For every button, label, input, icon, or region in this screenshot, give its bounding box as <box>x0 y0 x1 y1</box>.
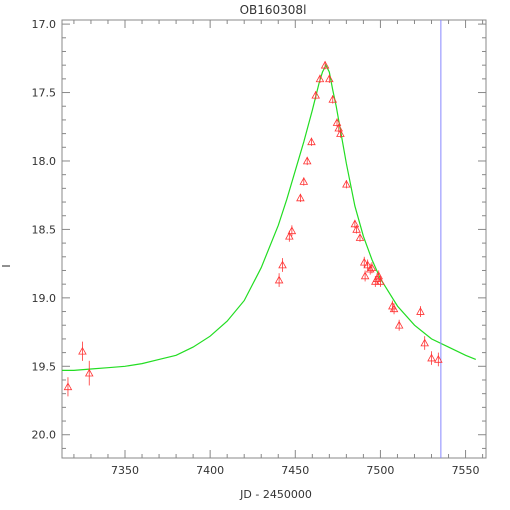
data-point <box>278 258 287 272</box>
data-point <box>320 60 330 70</box>
y-axis: 17.0 17.5 18.0 18.5 19.0 19.5 20.0 <box>32 18 486 449</box>
triangle-marker <box>278 260 287 269</box>
y-tick-label: 18.0 <box>32 155 57 168</box>
data-point <box>274 273 284 287</box>
triangle-marker <box>394 320 404 329</box>
data-point <box>360 270 370 282</box>
triangle-marker <box>355 233 365 241</box>
triangle-marker <box>78 346 87 355</box>
data-point <box>287 225 297 237</box>
model-curve-layer <box>62 63 477 371</box>
triangle-marker <box>296 193 305 202</box>
data-point <box>84 360 94 386</box>
x-tick-label: 7450 <box>281 464 309 477</box>
data-point <box>328 94 338 104</box>
triangle-marker <box>320 60 330 69</box>
data-point <box>296 193 305 203</box>
x-axis-title: JD - 2450000 <box>239 488 312 501</box>
data-point <box>315 74 325 83</box>
data-point <box>336 129 345 138</box>
data-point <box>420 336 429 350</box>
triangle-marker <box>420 338 429 347</box>
triangle-marker <box>302 156 312 165</box>
data-point <box>325 74 334 83</box>
data-point <box>299 177 309 186</box>
plot-frame <box>61 19 487 459</box>
data-point <box>78 341 87 361</box>
data-point <box>342 179 351 189</box>
triangle-marker <box>367 263 377 272</box>
triangle-marker <box>332 118 342 126</box>
data-point <box>307 137 316 146</box>
data-point <box>352 224 361 234</box>
triangle-marker <box>389 304 399 313</box>
triangle-marker <box>416 307 425 315</box>
triangle-marker <box>315 74 325 83</box>
x-tick-label: 7350 <box>111 464 139 477</box>
y-tick-label: 19.0 <box>32 292 57 305</box>
triangle-marker <box>336 129 345 137</box>
model-curve <box>62 63 477 371</box>
triangle-marker <box>299 177 309 185</box>
data-point <box>63 377 73 397</box>
triangle-marker <box>274 275 284 284</box>
y-tick-label: 20.0 <box>32 429 57 442</box>
y-tick-label: 17.5 <box>32 87 57 100</box>
triangle-marker <box>307 137 316 146</box>
triangle-marker <box>342 179 351 188</box>
data-point <box>394 319 404 331</box>
data-point <box>427 351 436 365</box>
x-tick-label: 7500 <box>366 464 394 477</box>
triangle-marker <box>350 219 360 228</box>
data-point <box>416 306 425 318</box>
triangle-marker <box>285 231 294 240</box>
triangle-marker <box>434 355 443 363</box>
data-point <box>350 219 360 229</box>
data-point <box>363 259 372 271</box>
data-points-layer <box>63 60 443 397</box>
triangle-marker <box>311 90 320 99</box>
triangle-marker <box>363 260 372 269</box>
data-point <box>359 256 369 268</box>
triangle-marker <box>352 224 361 233</box>
plot-area <box>61 19 487 459</box>
x-axis: 7350 7400 7450 7500 7550 <box>73 20 484 477</box>
data-point <box>434 352 443 367</box>
data-point <box>367 262 377 274</box>
x-tick-label: 7400 <box>196 464 224 477</box>
triangle-marker <box>63 382 73 391</box>
triangle-marker <box>374 271 384 280</box>
data-point <box>374 270 384 282</box>
triangle-marker <box>359 257 369 266</box>
triangle-marker <box>334 123 343 132</box>
triangle-marker <box>287 226 297 235</box>
chart-title: OB160308l <box>240 3 307 17</box>
triangle-marker <box>427 353 436 362</box>
data-point <box>334 123 343 133</box>
triangle-marker <box>325 74 334 83</box>
y-tick-label: 19.5 <box>32 360 57 373</box>
triangle-marker <box>328 94 338 103</box>
data-point <box>311 90 320 100</box>
triangle-marker <box>376 277 385 285</box>
data-point <box>355 233 365 242</box>
y-axis-title: I <box>0 264 13 267</box>
triangle-marker <box>84 368 94 377</box>
y-tick-label: 18.5 <box>32 223 57 236</box>
y-tick-label: 17.0 <box>32 18 57 31</box>
data-point <box>332 118 342 127</box>
triangle-marker <box>360 271 370 280</box>
data-point <box>302 156 312 166</box>
x-tick-label: 7550 <box>452 464 480 477</box>
data-point <box>389 303 399 315</box>
data-point <box>376 275 385 287</box>
data-point <box>285 230 294 242</box>
